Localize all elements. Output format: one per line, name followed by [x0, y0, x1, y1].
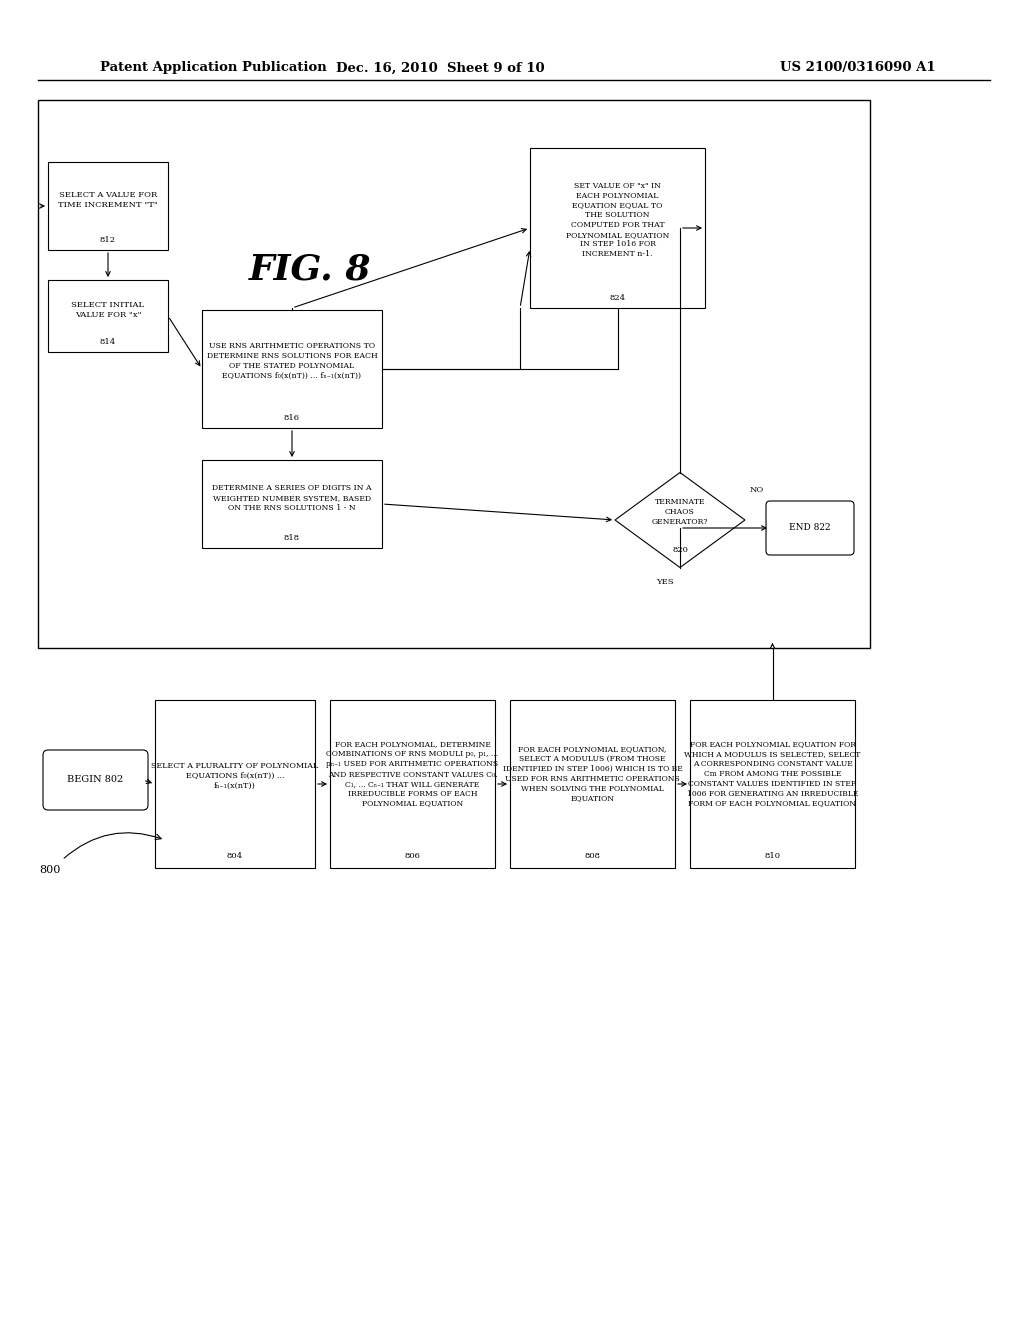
Text: SELECT A VALUE FOR
TIME INCREMENT "T": SELECT A VALUE FOR TIME INCREMENT "T"	[58, 191, 158, 209]
Text: 824: 824	[609, 294, 626, 302]
Bar	[48, 162, 168, 249]
Text: 814: 814	[100, 338, 116, 346]
FancyBboxPatch shape	[766, 502, 854, 554]
Bar	[690, 700, 855, 869]
Text: FOR EACH POLYNOMIAL, DETERMINE
COMBINATIONS OF RNS MODULI p₀, p₁, ...
pₙ₋₁ USED : FOR EACH POLYNOMIAL, DETERMINE COMBINATI…	[327, 741, 499, 808]
Text: 806: 806	[404, 851, 421, 861]
Text: DETERMINE A SERIES OF DIGITS IN A
WEIGHTED NUMBER SYSTEM, BASED
ON THE RNS SOLUT: DETERMINE A SERIES OF DIGITS IN A WEIGHT…	[212, 484, 372, 512]
Text: Dec. 16, 2010  Sheet 9 of 10: Dec. 16, 2010 Sheet 9 of 10	[336, 62, 545, 74]
Bar	[330, 700, 495, 869]
Text: FOR EACH POLYNOMIAL EQUATION,
SELECT A MODULUS (FROM THOSE
IDENTIFIED IN STEP 10: FOR EACH POLYNOMIAL EQUATION, SELECT A M…	[503, 746, 682, 803]
Polygon shape	[615, 473, 745, 568]
Bar	[155, 700, 315, 869]
Text: 800: 800	[39, 865, 60, 875]
Text: SELECT INITIAL
VALUE FOR "x": SELECT INITIAL VALUE FOR "x"	[72, 301, 144, 319]
Text: 810: 810	[765, 851, 780, 861]
Text: SELECT A PLURALITY OF POLYNOMIAL
EQUATIONS f₀(x(nT)) ...
fₙ₋₁(x(nT)): SELECT A PLURALITY OF POLYNOMIAL EQUATIO…	[152, 762, 318, 789]
Text: SET VALUE OF "x" IN
EACH POLYNOMIAL
EQUATION EQUAL TO
THE SOLUTION
COMPUTED FOR : SET VALUE OF "x" IN EACH POLYNOMIAL EQUA…	[566, 182, 670, 259]
Bar	[202, 310, 382, 428]
Text: FOR EACH POLYNOMIAL EQUATION FOR
WHICH A MODULUS IS SELECTED, SELECT
A CORRESPON: FOR EACH POLYNOMIAL EQUATION FOR WHICH A…	[684, 741, 861, 808]
Bar	[38, 100, 870, 648]
Text: NO: NO	[750, 486, 764, 494]
Text: 818: 818	[284, 535, 300, 543]
Bar	[510, 700, 675, 869]
FancyBboxPatch shape	[43, 750, 148, 810]
Text: US 2100/0316090 A1: US 2100/0316090 A1	[780, 62, 936, 74]
Text: YES: YES	[656, 578, 674, 586]
Text: 816: 816	[284, 414, 300, 422]
Text: BEGIN 802: BEGIN 802	[68, 776, 124, 784]
Bar	[48, 280, 168, 352]
Text: FIG. 8: FIG. 8	[249, 253, 372, 286]
Text: END 822: END 822	[790, 524, 830, 532]
Text: 804: 804	[227, 851, 243, 861]
Text: USE RNS ARITHMETIC OPERATIONS TO
DETERMINE RNS SOLUTIONS FOR EACH
OF THE STATED : USE RNS ARITHMETIC OPERATIONS TO DETERMI…	[207, 342, 378, 380]
Text: 820: 820	[672, 546, 688, 554]
Text: 812: 812	[100, 236, 116, 244]
Bar	[202, 459, 382, 548]
Text: 808: 808	[585, 851, 600, 861]
Bar	[530, 148, 705, 308]
Text: TERMINATE
CHAOS
GENERATOR?: TERMINATE CHAOS GENERATOR?	[651, 498, 709, 525]
Text: Patent Application Publication: Patent Application Publication	[100, 62, 327, 74]
